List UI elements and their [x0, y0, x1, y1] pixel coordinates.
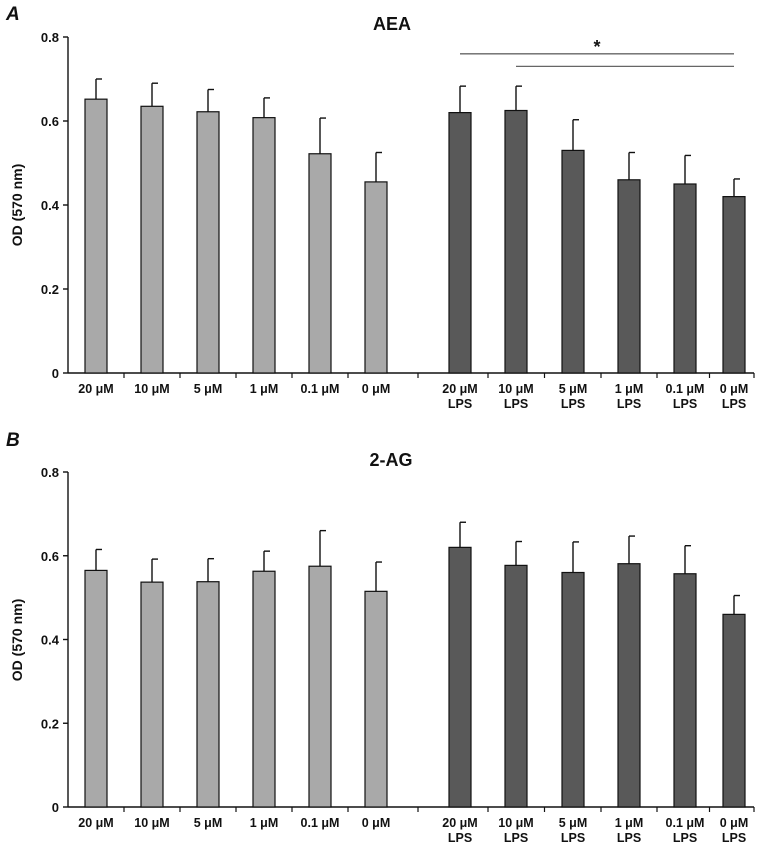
y-tick-label: 0: [52, 800, 59, 815]
y-tick-label: 0: [52, 366, 59, 381]
panel-2ag: B 2-AG OD (570 nm) 0 0.2 0.4 0.6 0.8 20 μM 10 …: [6, 430, 755, 845]
category-label: 10 μM: [134, 382, 169, 396]
bar: [308, 565, 332, 808]
bar: [504, 109, 528, 374]
bar: [140, 105, 164, 374]
category-label: LPS: [448, 397, 472, 411]
bar: [448, 546, 472, 808]
y-tick-label: 0.2: [41, 716, 59, 731]
bar: [196, 581, 220, 808]
category-label: LPS: [561, 397, 585, 411]
category-label: LPS: [561, 831, 585, 845]
category-label: 5 μM: [194, 382, 223, 396]
y-tick-label: 0.2: [41, 282, 59, 297]
category-label: 20 μM: [78, 382, 113, 396]
category-label: 0.1 μM: [666, 382, 705, 396]
y-tick-label: 0.4: [41, 198, 60, 213]
category-label: LPS: [722, 397, 746, 411]
bar: [561, 571, 585, 808]
y-tick-label: 0.6: [41, 549, 59, 564]
bar: [617, 179, 641, 374]
category-label: 5 μM: [194, 816, 223, 830]
category-label: 10 μM: [498, 382, 533, 396]
bar: [196, 111, 220, 374]
bar: [722, 196, 746, 374]
category-label: LPS: [673, 397, 697, 411]
y-tick-label: 0.8: [41, 30, 59, 45]
category-label: LPS: [617, 397, 641, 411]
category-label: 5 μM: [559, 382, 588, 396]
panel-letter: A: [5, 4, 20, 25]
category-label: LPS: [617, 831, 641, 845]
bar: [673, 183, 697, 374]
category-label: LPS: [504, 831, 528, 845]
category-label: 0.1 μM: [301, 816, 340, 830]
panel-letter: B: [6, 430, 20, 451]
bar: [722, 613, 746, 808]
chart-title: AEA: [373, 14, 411, 34]
bar: [448, 111, 472, 374]
y-tick-label: 0.8: [41, 465, 59, 480]
category-label: LPS: [722, 831, 746, 845]
category-label: 0 μM: [362, 816, 391, 830]
bar: [364, 590, 388, 808]
category-label: 1 μM: [250, 816, 279, 830]
significance-star: *: [593, 37, 600, 57]
y-axis-label: OD (570 nm): [9, 164, 25, 246]
category-label: 1 μM: [615, 816, 644, 830]
bar: [308, 153, 332, 374]
category-label: 0 μM: [720, 382, 749, 396]
panel-aea: A AEA OD (570 nm) 0 0.2 0.4 0.6 0.8 20 μM 10 μ…: [5, 4, 755, 411]
bar: [561, 149, 585, 374]
category-label: LPS: [673, 831, 697, 845]
bar: [673, 573, 697, 808]
category-label: 5 μM: [559, 816, 588, 830]
bar: [252, 117, 276, 374]
bar: [252, 570, 276, 808]
bar: [364, 181, 388, 374]
bar: [84, 98, 108, 374]
category-label: 0.1 μM: [666, 816, 705, 830]
bar: [84, 569, 108, 808]
category-label: 1 μM: [615, 382, 644, 396]
category-label: 10 μM: [134, 816, 169, 830]
category-label: 1 μM: [250, 382, 279, 396]
category-label: 0 μM: [720, 816, 749, 830]
category-label: 20 μM: [442, 816, 477, 830]
category-label: LPS: [504, 397, 528, 411]
y-axis-label: OD (570 nm): [9, 599, 25, 681]
bar: [504, 564, 528, 808]
y-tick-label: 0.4: [41, 633, 60, 648]
chart-title: 2-AG: [369, 450, 412, 470]
y-tick-label: 0.6: [41, 114, 59, 129]
category-label: 20 μM: [78, 816, 113, 830]
category-label: 10 μM: [498, 816, 533, 830]
category-label: 0.1 μM: [301, 382, 340, 396]
bar: [617, 563, 641, 808]
category-label: LPS: [448, 831, 472, 845]
category-label: 20 μM: [442, 382, 477, 396]
category-label: 0 μM: [362, 382, 391, 396]
bar: [140, 581, 164, 808]
